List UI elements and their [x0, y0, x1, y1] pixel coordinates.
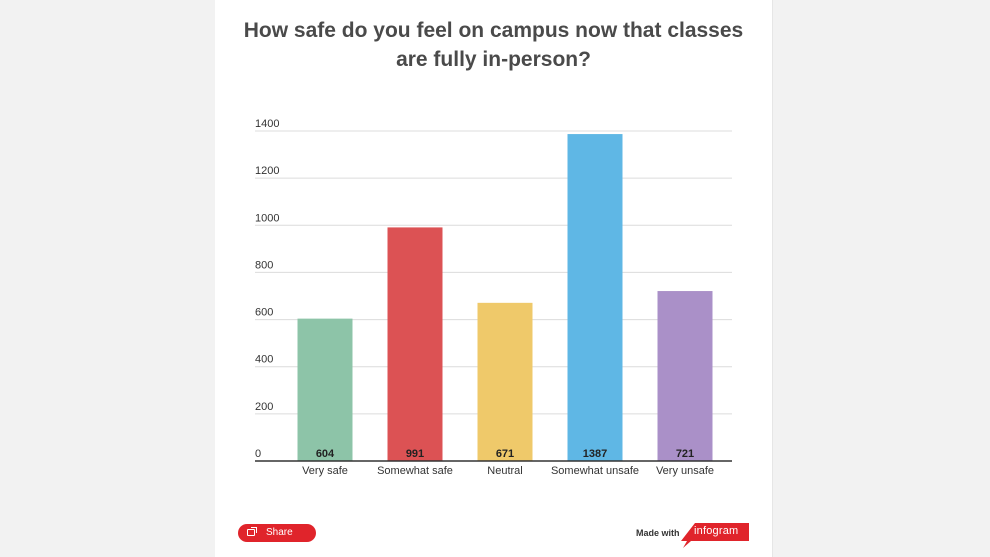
- bar-value-label: 1387: [583, 448, 607, 460]
- y-tick-label: 0: [255, 448, 261, 460]
- y-tick-label: 600: [255, 307, 273, 319]
- share-button[interactable]: Share: [238, 524, 316, 542]
- page-divider: [772, 0, 773, 557]
- x-tick-label: Neutral: [487, 465, 522, 477]
- y-tick-label: 1000: [255, 212, 279, 224]
- y-tick-label: 1200: [255, 165, 279, 177]
- bar: [657, 291, 713, 461]
- made-with-label: Made with: [636, 528, 680, 538]
- bar-value-label: 604: [316, 448, 335, 460]
- infogram-logo-text: infogram: [694, 525, 739, 537]
- bar-value-label: 671: [496, 448, 514, 460]
- share-label: Share: [266, 527, 293, 538]
- y-tick-label: 800: [255, 259, 273, 271]
- bar: [297, 318, 353, 461]
- chart-title-line-1: How safe do you feel on campus now that …: [243, 19, 744, 42]
- chart-title: How safe do you feel on campus now that …: [215, 16, 772, 74]
- infogram-logo[interactable]: [681, 523, 749, 548]
- bar-value-label: 721: [676, 448, 694, 460]
- x-tick-label: Somewhat unsafe: [551, 465, 639, 477]
- x-tick-label: Very safe: [302, 465, 348, 477]
- bar: [387, 227, 443, 461]
- share-icon: [247, 527, 257, 536]
- bar: [567, 134, 623, 462]
- chart-title-line-2: are fully in-person?: [396, 48, 591, 71]
- bar: [477, 302, 533, 461]
- y-tick-label: 200: [255, 401, 273, 413]
- y-tick-label: 1400: [255, 118, 279, 130]
- chart-card: How safe do you feel on campus now that …: [215, 0, 772, 557]
- bar-chart: 0 200 400 600 800 1000 1200 1400 604 Very safe 991…: [255, 118, 732, 477]
- y-tick-label: 400: [255, 354, 273, 366]
- x-tick-label: Somewhat safe: [377, 465, 453, 477]
- bar-value-label: 991: [406, 448, 424, 460]
- x-tick-label: Very unsafe: [656, 465, 714, 477]
